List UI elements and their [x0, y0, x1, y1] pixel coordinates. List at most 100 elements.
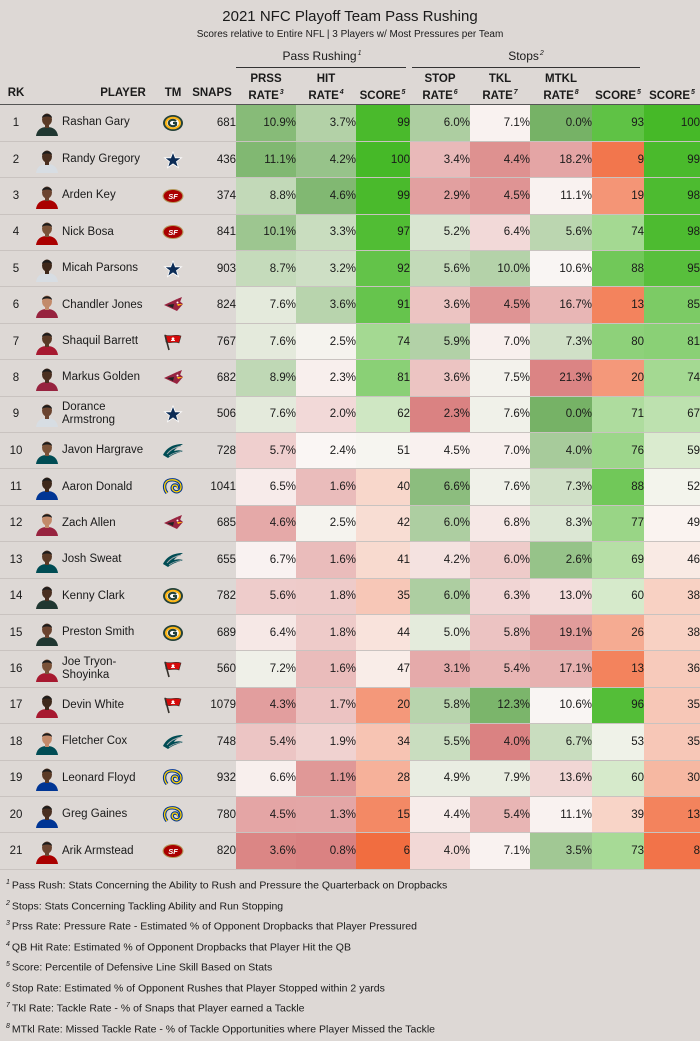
mtkl-rate-cell: 0.0%	[530, 396, 592, 434]
snaps-cell: 841	[188, 214, 236, 252]
score-overall-cell: 38	[644, 578, 700, 615]
score-overall-cell: 98	[644, 214, 700, 252]
mtkl-rate-cell: 18.2%	[530, 141, 592, 179]
rank-cell: 4	[0, 214, 32, 252]
footnote: 1 Pass Rush: Stats Concerning the Ability…	[6, 874, 696, 895]
group-label: Pass Rushing	[282, 49, 357, 63]
footnote-mark: 8	[6, 1022, 10, 1030]
footnote-text: Pass Rush: Stats Concerning the Ability …	[11, 879, 448, 892]
score-overall-cell: 74	[644, 359, 700, 397]
table-row: 21 Arik Armstead SF 820 3.6% 0.8% 6 4.0% 7.1% 3.5…	[0, 832, 700, 870]
score-stops-cell: 39	[592, 796, 644, 834]
mtkl-rate-cell: 7.3%	[530, 468, 592, 506]
table-row: 15 Preston Smith 689 6.4% 1.8% 44 5.0% 5.8% 19.1…	[0, 614, 700, 652]
mtkl-rate-cell: 4.0%	[530, 432, 592, 470]
mtkl-rate-cell: 11.1%	[530, 796, 592, 834]
hit-rate-cell: 3.6%	[296, 286, 356, 324]
player-name-cell: Leonard Floyd	[62, 760, 158, 797]
buccaneers-flag-icon	[158, 650, 188, 688]
header-score-overall: SCORE5	[644, 86, 700, 103]
header-tkl-rate: TKL RATE7	[470, 72, 530, 103]
score-pass-rush-cell: 34	[356, 723, 410, 761]
footnote: 4 QB Hit Rate: Estimated % of Opponent Dr…	[6, 936, 696, 957]
snaps-cell: 932	[188, 760, 236, 797]
score-stops-cell: 77	[592, 505, 644, 543]
score-stops-cell: 26	[592, 614, 644, 652]
score-overall-cell: 30	[644, 760, 700, 797]
score-overall-cell: 85	[644, 286, 700, 324]
page-subtitle: Scores relative to Entire NFL | 3 Player…	[196, 29, 504, 40]
mtkl-rate-cell: 13.0%	[530, 578, 592, 615]
rams-horn-icon	[158, 468, 188, 506]
group-header-pass-rushing: Pass Rushing1	[236, 49, 408, 63]
prss-rate-cell: 11.1%	[236, 141, 296, 179]
header-team: TM	[158, 86, 188, 100]
header-label: RATE	[543, 89, 574, 102]
score-overall-cell: 99	[644, 141, 700, 179]
table-row: 14 Kenny Clark 782 5.6% 1.8% 35 6.0% 6.3% 13.0% 6…	[0, 578, 700, 615]
score-overall-cell: 46	[644, 541, 700, 579]
snaps-cell: 681	[188, 105, 236, 142]
score-pass-rush-cell: 35	[356, 578, 410, 615]
tkl-rate-cell: 6.8%	[470, 505, 530, 543]
score-pass-rush-cell: 42	[356, 505, 410, 543]
score-stops-cell: 69	[592, 541, 644, 579]
snaps-cell: 689	[188, 614, 236, 652]
score-overall-cell: 38	[644, 614, 700, 652]
footnotes: 1 Pass Rush: Stats Concerning the Ability…	[6, 874, 696, 1041]
prss-rate-cell: 6.4%	[236, 614, 296, 652]
footnote-mark: 5	[637, 89, 641, 96]
snaps-cell: 824	[188, 286, 236, 324]
score-pass-rush-cell: 41	[356, 541, 410, 579]
player-headshot-icon	[32, 177, 62, 215]
footnote-mark: 5	[691, 89, 695, 96]
snaps-cell: 374	[188, 177, 236, 215]
score-overall-cell: 81	[644, 323, 700, 361]
player-name-cell: Josh Sweat	[62, 541, 158, 579]
cardinals-logo-icon	[158, 359, 188, 397]
table-row: 17 Devin White 1079 4.3% 1.7% 20 5.8% 12.3% 10.6…	[0, 687, 700, 725]
prss-rate-cell: 3.6%	[236, 832, 296, 870]
header-label: PRSS	[250, 73, 282, 85]
tkl-rate-cell: 7.6%	[470, 396, 530, 434]
rank-cell: 19	[0, 760, 32, 797]
prss-rate-cell: 6.7%	[236, 541, 296, 579]
header-label: TM	[164, 87, 182, 99]
player-name-cell: Greg Gaines	[62, 796, 158, 834]
hit-rate-cell: 1.6%	[296, 541, 356, 579]
score-stops-cell: 13	[592, 286, 644, 324]
score-stops-cell: 9	[592, 141, 644, 179]
hit-rate-cell: 3.2%	[296, 250, 356, 288]
score-stops-cell: 76	[592, 432, 644, 470]
stop-rate-cell: 3.6%	[410, 359, 470, 397]
table-row: 11 Aaron Donald 1041 6.5% 1.6% 40 6.6% 7.6% 7.3%…	[0, 468, 700, 506]
table-row: 7 Shaquil Barrett 767 7.6% 2.5% 74 5.9% 7.0% 7.3…	[0, 323, 700, 361]
packers-logo-icon	[158, 105, 188, 142]
player-headshot-icon	[32, 760, 62, 797]
player-headshot-icon	[32, 541, 62, 579]
snaps-cell: 903	[188, 250, 236, 288]
tkl-rate-cell: 5.4%	[470, 650, 530, 688]
score-stops-cell: 53	[592, 723, 644, 761]
score-pass-rush-cell: 97	[356, 214, 410, 252]
cardinals-logo-icon	[158, 286, 188, 324]
score-overall-cell: 8	[644, 832, 700, 870]
score-stops-cell: 19	[592, 177, 644, 215]
snaps-cell: 436	[188, 141, 236, 179]
score-pass-rush-cell: 74	[356, 323, 410, 361]
rank-cell: 2	[0, 141, 32, 179]
snaps-cell: 748	[188, 723, 236, 761]
hit-rate-cell: 0.8%	[296, 832, 356, 870]
hit-rate-cell: 2.3%	[296, 359, 356, 397]
table-row: 8 Markus Golden 682 8.9% 2.3% 81 3.6% 7.5% 21.3%…	[0, 359, 700, 397]
stop-rate-cell: 4.5%	[410, 432, 470, 470]
snaps-cell: 682	[188, 359, 236, 397]
stop-rate-cell: 2.3%	[410, 396, 470, 434]
stop-rate-cell: 5.2%	[410, 214, 470, 252]
header-hit-rate: HIT RATE4	[296, 72, 356, 103]
hit-rate-cell: 2.5%	[296, 505, 356, 543]
snaps-cell: 780	[188, 796, 236, 834]
mtkl-rate-cell: 11.1%	[530, 177, 592, 215]
player-headshot-icon	[32, 796, 62, 834]
